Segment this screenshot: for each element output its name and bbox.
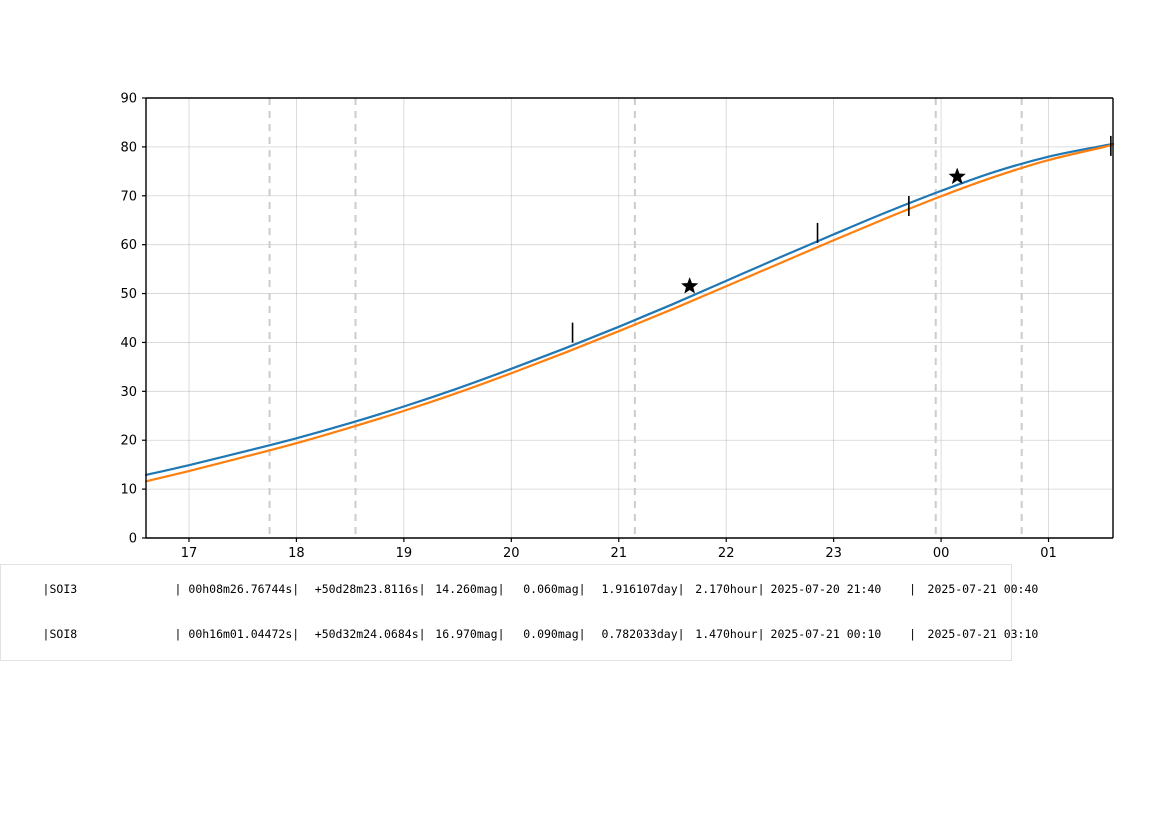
- x-axis-ticks: 17 18 19 20 21 22 23 00 01: [181, 538, 1057, 560]
- x-tick-label: 23: [825, 546, 842, 560]
- series-line-soi8: [144, 143, 1115, 483]
- star-markers: [680, 167, 966, 294]
- y-axis-ticks: 0 10 20 30 40 50 60 70 80 90: [120, 92, 146, 547]
- y-tick-label: 70: [120, 189, 137, 204]
- legend-cell-end-time: 2025-07-21 03:10: [927, 627, 1039, 641]
- legend-cell-start-time: 2025-07-20 21:40: [770, 582, 882, 596]
- altitude-curve-chart: 0 10 20 30 40 50 60 70 80 90 17 18 19 20 21 22 23 00 01: [120, 92, 1115, 560]
- legend-cell-dec: +50d32m24.0684s|: [314, 627, 426, 641]
- legend-cell-separator: |: [909, 627, 917, 641]
- legend-cell-name: |SOI8: [42, 627, 78, 641]
- y-tick-label: 50: [120, 287, 137, 302]
- legend-cell-ra: | 00h08m26.76744s|: [174, 582, 300, 596]
- y-tick-label: 10: [120, 483, 137, 498]
- dashed-vertical-gridlines: [268, 98, 1023, 538]
- legend-cell-dec: +50d28m23.8116s|: [314, 582, 426, 596]
- legend-cell-end-time: 2025-07-21 00:40: [927, 582, 1039, 596]
- y-tick-label: 60: [120, 238, 137, 253]
- x-tick-label: 18: [288, 546, 305, 560]
- legend-cell-start-time: 2025-07-21 00:10: [770, 627, 882, 641]
- legend-cell-mag: 16.970mag|: [435, 627, 505, 641]
- y-tick-label: 0: [129, 532, 137, 547]
- star-marker: [948, 167, 966, 185]
- legend-cell-duration: 2.170hour|: [695, 582, 765, 596]
- legend-cell-mag: 14.260mag|: [435, 582, 505, 596]
- legend-row: |SOI8 | 00h16m01.04472s| +50d32m24.0684s| 1…: [1, 612, 1039, 657]
- observation-tick-markers: [571, 135, 1112, 343]
- legend-cell-separator: |: [909, 582, 917, 596]
- legend-cell-mag-error: 0.060mag|: [523, 582, 586, 596]
- legend-cell-duration: 1.470hour|: [695, 627, 765, 641]
- legend-cell-period: 1.916107day|: [601, 582, 685, 596]
- legend-cell-ra: | 00h16m01.04472s|: [174, 627, 300, 641]
- x-tick-label: 00: [933, 546, 950, 560]
- x-tick-label: 20: [503, 546, 520, 560]
- series-lines: [144, 142, 1115, 483]
- y-tick-label: 80: [120, 140, 137, 155]
- x-tick-label: 21: [610, 546, 627, 560]
- horizontal-gridlines: [146, 97, 1113, 490]
- legend-cell-mag-error: 0.090mag|: [523, 627, 586, 641]
- y-tick-label: 20: [120, 434, 137, 449]
- series-line-soi3: [144, 142, 1115, 477]
- y-tick-label: 30: [120, 385, 137, 400]
- axis-spines: [145, 97, 1114, 539]
- object-data-legend: |SOI3 | 00h08m26.76744s| +50d28m23.8116s| 1…: [0, 564, 1039, 661]
- y-tick-label: 90: [120, 92, 137, 107]
- x-tick-label: 01: [1040, 546, 1057, 560]
- y-tick-label: 40: [120, 336, 137, 351]
- legend-cell-period: 0.782033day|: [601, 627, 685, 641]
- legend-row: |SOI3 | 00h08m26.76744s| +50d28m23.8116s| 1…: [1, 567, 1039, 612]
- legend-cell-name: |SOI3: [42, 582, 78, 596]
- x-tick-label: 19: [396, 546, 413, 560]
- x-tick-label: 22: [718, 546, 735, 560]
- plot-area: 0 10 20 30 40 50 60 70 80 90 17 18 19 20 21 22 23 00 01: [120, 92, 1115, 560]
- x-tick-label: 17: [181, 546, 198, 560]
- vertical-gridlines: [188, 98, 1049, 538]
- star-marker: [680, 277, 699, 294]
